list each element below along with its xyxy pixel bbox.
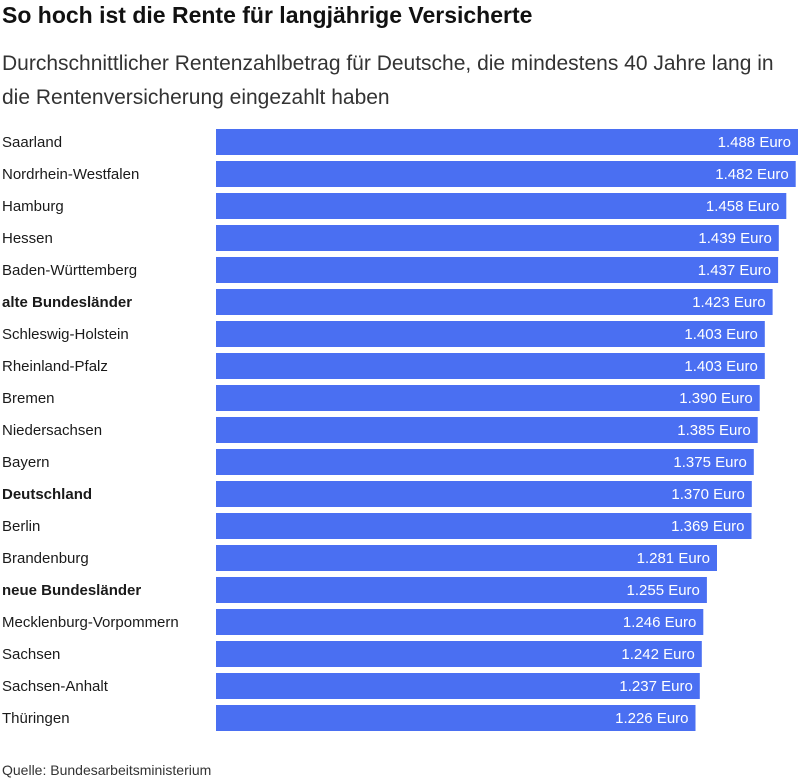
value-label: 1.370 Euro [671,486,744,503]
bar [216,257,779,283]
chart-title: So hoch ist die Rente für langjährige Ve… [2,2,533,28]
category-label: Schleswig-Holstein [2,326,129,343]
value-label: 1.246 Euro [623,614,696,631]
category-label: Niedersachsen [2,422,102,439]
bar [216,161,796,187]
bar [216,705,696,731]
bar [216,225,779,251]
value-label: 1.242 Euro [621,646,694,663]
category-label: neue Bundesländer [2,582,141,599]
category-label: Sachsen [2,646,60,663]
category-label: Bayern [2,454,50,471]
category-label: Deutschland [2,486,92,503]
value-label: 1.403 Euro [684,326,757,343]
category-label: Berlin [2,518,40,535]
category-label: Hamburg [2,198,64,215]
value-label: 1.281 Euro [637,550,710,567]
bar [216,417,758,443]
bar [216,353,765,379]
category-label: Brandenburg [2,550,89,567]
value-label: 1.458 Euro [706,198,779,215]
bar [216,193,787,219]
bar [216,673,700,699]
bar [216,577,707,603]
bar [216,481,752,507]
value-label: 1.385 Euro [677,422,750,439]
category-label: Sachsen-Anhalt [2,678,109,695]
bar [216,513,752,539]
category-label: Thüringen [2,710,70,727]
bar [216,449,754,475]
value-label: 1.437 Euro [698,262,771,279]
category-label: Hessen [2,230,53,247]
category-label: Baden-Württemberg [2,262,137,279]
chart-subtitle: Durchschnittlicher Rentenzahlbetrag für … [2,52,774,109]
category-label: Bremen [2,390,55,407]
bar [216,385,760,411]
bar [216,321,765,347]
value-label: 1.403 Euro [684,358,757,375]
category-label: Saarland [2,134,62,151]
value-label: 1.226 Euro [615,710,688,727]
value-label: 1.237 Euro [619,678,692,695]
bar [216,609,704,635]
bar [216,129,798,155]
value-label: 1.375 Euro [673,454,746,471]
bar [216,289,773,315]
category-label: Rheinland-Pfalz [2,358,108,375]
bar [216,641,702,667]
value-label: 1.482 Euro [715,166,788,183]
value-label: 1.488 Euro [718,134,791,151]
bar-chart: Saarland 1.488 Euro Nordrhein-Westfalen 1.4… [2,129,798,731]
value-label: 1.255 Euro [627,582,700,599]
value-label: 1.423 Euro [692,294,765,311]
value-label: 1.369 Euro [671,518,744,535]
value-label: 1.439 Euro [698,230,771,247]
bar [216,545,717,571]
source-note: Quelle: Bundesarbeitsministerium [2,762,212,778]
value-label: 1.390 Euro [679,390,752,407]
category-label: alte Bundesländer [2,294,132,311]
category-label: Mecklenburg-Vorpommern [2,614,179,631]
category-label: Nordrhein-Westfalen [2,166,139,183]
